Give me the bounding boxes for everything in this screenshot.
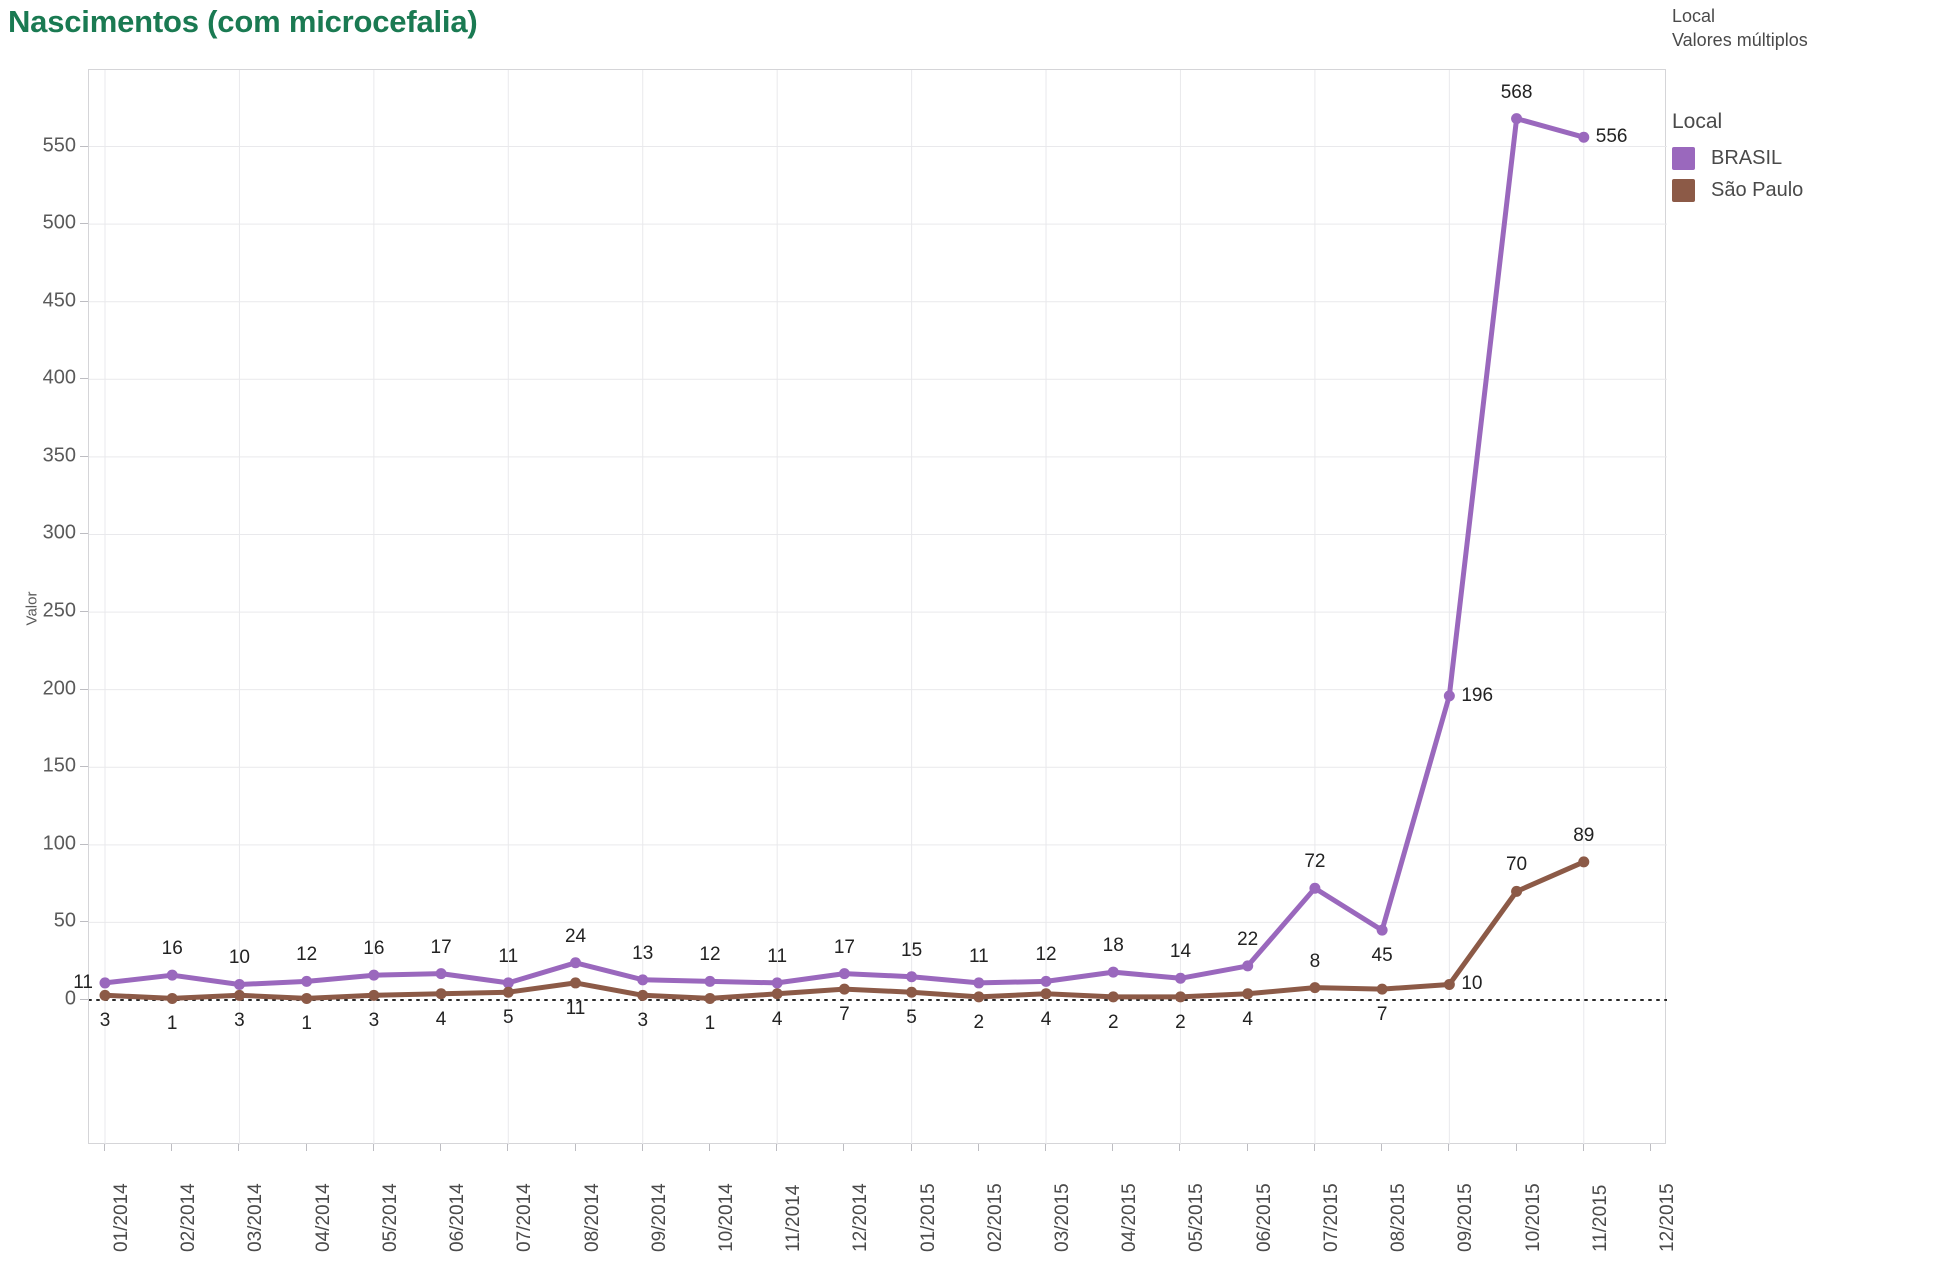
x-axis-tick-label: 11/2014 [783,1184,805,1252]
y-axis-tick-mark [80,533,88,535]
x-axis-tick-label: 05/2015 [1186,1183,1208,1252]
x-axis-tick-mark [104,1144,105,1151]
caption-title: Local [1672,6,1716,26]
plot-area: 11 16 10 12 16 17 11 24 13 12 11 17 15 11 12 18 14 22 72 45… [73,69,1667,1145]
x-axis-tick-label: 02/2014 [178,1183,200,1252]
legend-swatch-icon [1672,146,1695,170]
x-axis-tick-label: 06/2014 [447,1183,469,1252]
y-axis-tick-mark [80,999,88,1000]
legend: Local BRASIL São Paulo [1672,110,1803,206]
y-axis-tick-mark [80,300,88,302]
x-axis-tick-mark [1112,1144,1114,1151]
x-axis-tick-label: 12/2015 [1657,1183,1678,1252]
y-axis-tick-label: 200 [42,677,76,700]
legend-swatch-icon [1672,178,1695,202]
y-axis-tick-mark [80,921,88,923]
y-axis-tick-label: 450 [42,289,76,312]
y-axis-tick-mark [80,455,88,457]
x-axis-tick-mark [1448,1144,1450,1151]
x-axis-tick-mark [1381,1144,1383,1151]
y-axis-tick-mark [80,145,88,147]
legend-items: BRASIL São Paulo [1672,142,1803,206]
y-axis-tick-label: 100 [42,832,76,855]
y-axis-tick-label: 350 [42,444,76,467]
x-axis-tick-mark [372,1144,374,1151]
x-axis-tick-label: 03/2015 [1052,1183,1074,1252]
legend-item-brasil[interactable]: BRASIL [1672,142,1803,174]
x-axis-tick-label: 05/2014 [379,1183,401,1252]
legend-item-label: São Paulo [1711,178,1804,201]
y-axis-tick-mark [80,223,88,225]
x-axis-tick-mark [843,1144,845,1151]
x-axis-tick-label: 01/2015 [917,1183,939,1252]
x-axis-tick-label: 03/2014 [245,1183,267,1252]
x-axis-tick-label: 07/2014 [514,1183,536,1252]
x-axis-tick-label: 10/2014 [715,1183,737,1252]
x-axis-tick-label: 12/2014 [850,1183,872,1252]
y-axis-tick-label: 300 [42,521,76,544]
x-axis-tick-mark [238,1144,240,1151]
y-axis-tick-label: 400 [42,366,76,389]
x-axis-tick-mark [1045,1144,1047,1151]
y-axis-tick-label: 500 [42,211,76,234]
y-axis-tick-label: 150 [42,754,76,777]
x-axis-tick-mark [440,1144,442,1151]
x-axis-tick-mark [641,1144,643,1151]
y-axis-tick-mark [80,843,88,845]
x-axis-tick-label: 11/2015 [1589,1184,1611,1252]
x-axis-tick-label: 04/2014 [312,1183,334,1252]
x-axis-tick-label: 08/2014 [581,1183,603,1252]
x-axis-tick-label: 08/2015 [1388,1183,1410,1252]
y-axis-tick-mark [80,378,88,380]
x-axis-tick-label: 09/2015 [1455,1183,1477,1252]
x-axis-tick-label: 01/2014 [111,1183,132,1252]
x-axis-tick-mark [1246,1144,1248,1151]
y-axis-tick-label: 0 [64,987,76,1010]
legend-item-label: BRASIL [1711,146,1783,169]
x-axis-tick-mark [1582,1144,1584,1151]
x-axis-tick-mark [776,1144,778,1151]
x-axis-tick-label: 09/2014 [648,1183,670,1252]
x-axis-tick-mark [1179,1144,1181,1151]
y-axis-tick-mark [80,611,88,613]
caption-subtitle: Valores múltiplos [1672,30,1808,51]
page-title: Nascimentos (com microcefalia) [8,4,478,39]
legend-item-são-paulo[interactable]: São Paulo [1672,174,1803,206]
x-axis-tick-mark [574,1144,576,1151]
caption-block: Local Valores múltiplos [1672,4,1808,53]
x-axis-tick-label: 06/2015 [1253,1183,1275,1252]
x-axis-tick-mark [1650,1144,1651,1151]
y-axis-tick-label: 250 [42,599,76,622]
y-axis-tick-label: 550 [42,134,76,157]
x-axis-tick-mark [977,1144,979,1151]
x-axis-tick-mark [507,1144,509,1151]
x-axis-tick-label: 02/2015 [984,1183,1006,1252]
x-axis-tick-label: 10/2015 [1522,1183,1544,1252]
x-axis-tick-label: 04/2015 [1119,1183,1141,1252]
x-axis-tick-mark [1515,1144,1517,1151]
x-axis-tick-label: 07/2015 [1320,1183,1342,1252]
x-axis-tick-mark [305,1144,307,1151]
plot-svg [89,70,1667,1145]
y-axis-tick-mark [80,766,88,768]
legend-title: Local [1672,110,1723,133]
y-axis-tick-label: 50 [53,909,76,932]
y-axis-tick-mark [80,688,88,690]
x-axis-tick-mark [171,1144,173,1151]
x-axis-tick-mark [910,1144,912,1151]
x-axis-tick-mark [1313,1144,1315,1151]
x-axis-tick-mark [708,1144,710,1151]
